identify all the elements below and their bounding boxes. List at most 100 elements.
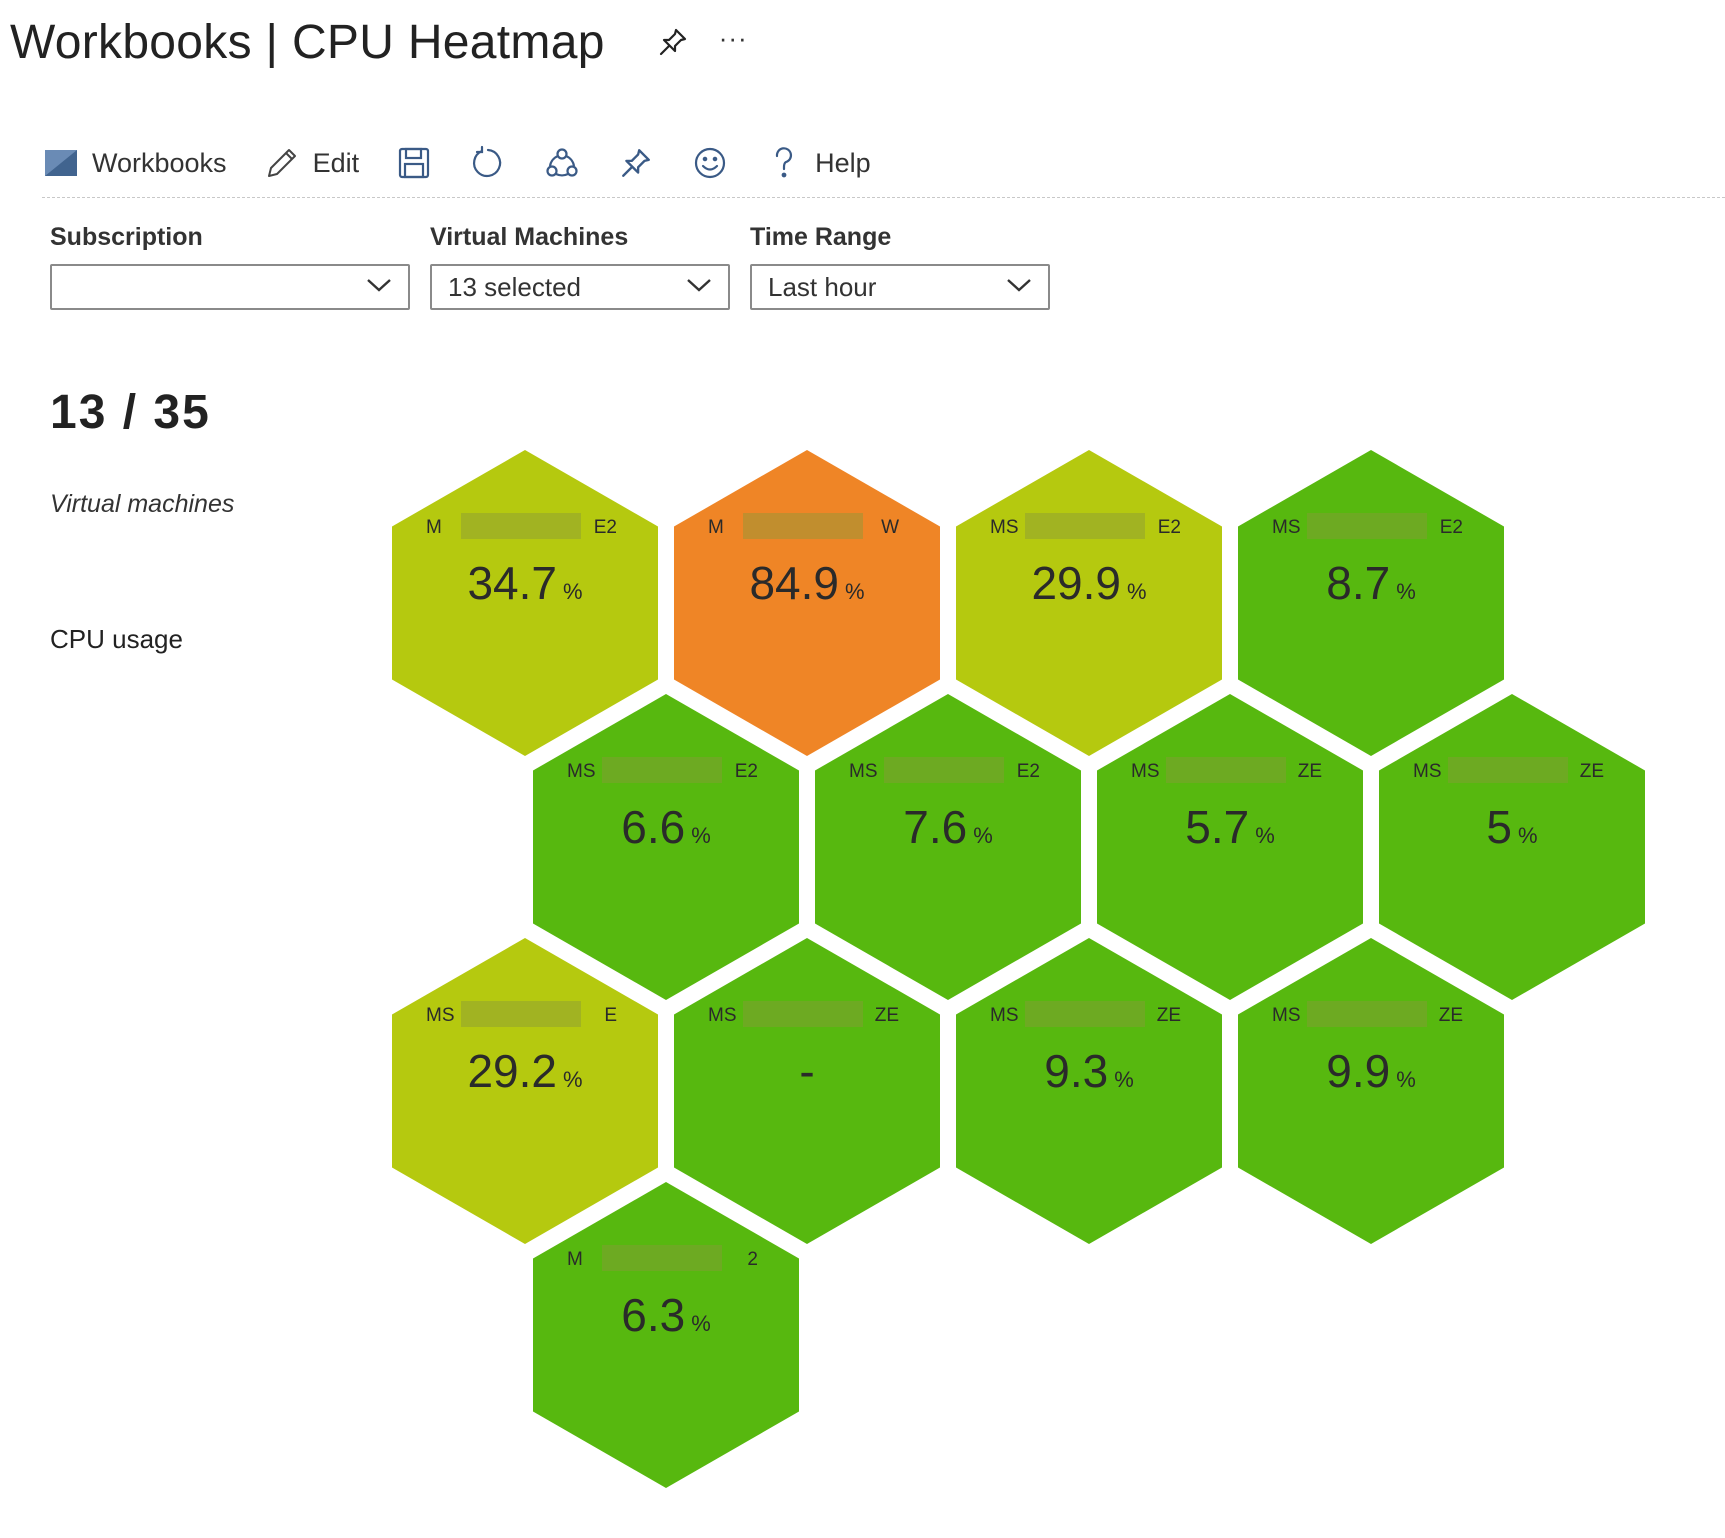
cpu-value-unit: % [1114, 1067, 1134, 1092]
redacted-name-block [1025, 1001, 1145, 1027]
help-button[interactable]: Help [765, 140, 871, 186]
redacted-name-block [743, 513, 863, 539]
hex-cell [392, 450, 658, 756]
hex-cell [815, 694, 1081, 1000]
redacted-name-block [461, 1001, 581, 1027]
redacted-name-block [1025, 513, 1145, 539]
hex-cell [533, 1182, 799, 1488]
time-range-dropdown[interactable]: Last hour [750, 264, 1050, 310]
vm-name-prefix: MS [708, 1005, 737, 1026]
virtual-machines-dropdown[interactable]: 13 selected [430, 264, 730, 310]
refresh-button[interactable] [469, 140, 507, 186]
redacted-name-block [884, 757, 1004, 783]
feedback-button[interactable] [691, 140, 729, 186]
edit-button[interactable]: Edit [263, 140, 359, 186]
vm-hex-tile[interactable]: MS ZE 9.3% [956, 938, 1222, 1244]
cpu-value-number: 8.7 [1326, 557, 1390, 609]
vm-name-suffix: ZE [1157, 1005, 1181, 1026]
cpu-value-number: 9.9 [1326, 1045, 1390, 1097]
cpu-value-number: 5 [1486, 801, 1512, 853]
vm-name-suffix: ZE [875, 1005, 899, 1026]
redacted-name-block [1307, 1001, 1427, 1027]
vm-name-suffix: ZE [1439, 1005, 1463, 1026]
vm-name-prefix: MS [1272, 1005, 1301, 1026]
vm-hex-tile[interactable]: MS E2 8.7% [1238, 450, 1504, 756]
cpu-value: 29.2% [467, 1045, 582, 1097]
vm-name-prefix: MS [426, 1005, 455, 1026]
pin-icon[interactable] [655, 24, 691, 60]
hex-cell [533, 694, 799, 1000]
metric-label: CPU usage [50, 624, 183, 654]
virtual-machines-parameter: Virtual Machines 13 selected [430, 220, 730, 310]
hex-cell [1238, 450, 1504, 756]
time-range-label: Time Range [750, 223, 892, 251]
toolbar-divider [42, 197, 1725, 198]
vm-name-prefix: MS [990, 517, 1019, 538]
vm-name-prefix: MS [1413, 761, 1442, 782]
vm-name-suffix: E2 [735, 761, 758, 782]
time-range-value: Last hour [768, 271, 877, 302]
cpu-value-number: 7.6 [903, 801, 967, 853]
hex-cell [674, 938, 940, 1244]
cpu-value-number: 9.3 [1044, 1045, 1108, 1097]
cpu-value: 7.6% [903, 801, 993, 853]
title-bar: Workbooks | CPU Heatmap ··· [10, 12, 748, 72]
redacted-name-block [602, 757, 722, 783]
save-button[interactable] [395, 140, 433, 186]
vm-hex-tile[interactable]: MS E2 7.6% [815, 694, 1081, 1000]
workbooks-icon [42, 144, 80, 182]
save-icon [395, 144, 433, 182]
vm-name-suffix: E2 [1440, 517, 1463, 538]
hex-cell [674, 450, 940, 756]
subscription-label: Subscription [50, 223, 203, 251]
vm-name-prefix: MS [990, 1005, 1019, 1026]
cpu-value-number: 29.2 [467, 1045, 557, 1097]
hex-cell [392, 938, 658, 1244]
cpu-value-unit: % [845, 579, 865, 604]
vm-count: 13 / 35 [50, 386, 211, 439]
subscription-dropdown[interactable] [50, 264, 410, 310]
cpu-value-unit: % [691, 1311, 711, 1336]
cpu-value-number: 6.6 [621, 801, 685, 853]
vm-hex-tile[interactable]: MS ZE 5.7% [1097, 694, 1363, 1000]
cpu-value: 84.9% [749, 557, 864, 609]
hex-cell [1379, 694, 1645, 1000]
vm-hex-tile[interactable]: MS E2 6.6% [533, 694, 799, 1000]
cpu-value-unit: % [1127, 579, 1147, 604]
vm-name-suffix: E2 [594, 517, 617, 538]
vm-hex-tile[interactable]: M 2 6.3% [533, 1182, 799, 1488]
redacted-name-block [1307, 513, 1427, 539]
vm-name-suffix: 2 [747, 1249, 758, 1270]
vm-hex-tile[interactable]: MS ZE 5% [1379, 694, 1645, 1000]
vm-hex-tile[interactable]: MS E 29.2% [392, 938, 658, 1244]
cpu-value-number: 29.9 [1031, 557, 1121, 609]
more-options-button[interactable]: ··· [718, 23, 748, 53]
workbooks-button[interactable]: Workbooks [42, 140, 227, 186]
cpu-value-number: 5.7 [1185, 801, 1249, 853]
cpu-value: 5% [1486, 801, 1537, 853]
cpu-value-unit: % [563, 1067, 583, 1092]
vm-hex-tile[interactable]: MS ZE 9.9% [1238, 938, 1504, 1244]
redacted-name-block [1448, 757, 1568, 783]
cpu-value-unit: % [563, 579, 583, 604]
chevron-down-icon [686, 277, 712, 298]
vm-hex-tile[interactable]: M W 84.9% [674, 450, 940, 756]
question-mark-icon [765, 144, 803, 182]
vm-hex-tile[interactable]: MS ZE - [674, 938, 940, 1244]
share-button[interactable] [543, 140, 581, 186]
vm-name-prefix: MS [1131, 761, 1160, 782]
pin-icon [617, 144, 655, 182]
toolbar: Workbooks Edit [42, 140, 907, 186]
vm-hex-tile[interactable]: MS E2 29.9% [956, 450, 1222, 756]
vm-name-prefix: M [567, 1249, 583, 1270]
cpu-value: 8.7% [1326, 557, 1416, 609]
subscription-parameter: Subscription [50, 220, 410, 310]
cpu-value: - [799, 1045, 814, 1097]
vm-hex-tile[interactable]: M E2 34.7% [392, 450, 658, 756]
vm-name-prefix: M [426, 517, 442, 538]
pin-to-dashboard-button[interactable] [617, 140, 655, 186]
cpu-value-unit: % [973, 823, 993, 848]
virtual-machines-value: 13 selected [448, 271, 581, 302]
cpu-value: 5.7% [1185, 801, 1275, 853]
vm-name-suffix: E2 [1158, 517, 1181, 538]
